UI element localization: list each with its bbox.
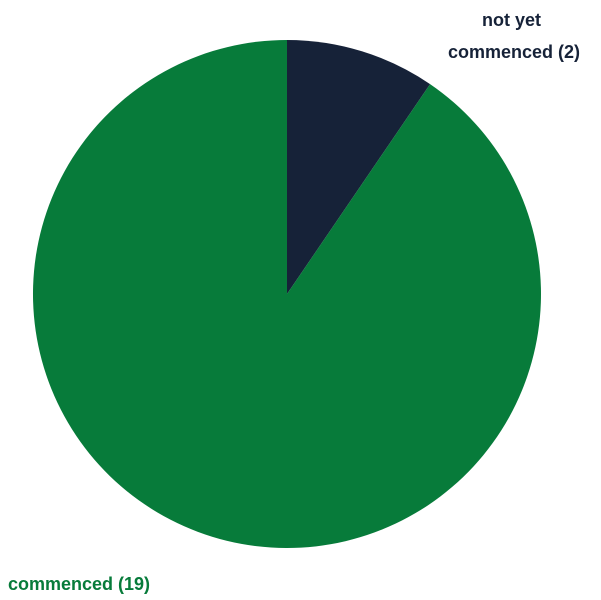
- pie-slices: [32, 40, 541, 548]
- slice-label-line-1: commenced (19): [8, 574, 150, 594]
- slice-label-line-2: commenced (2): [448, 42, 580, 62]
- slice-label-commenced: commenced (19): [8, 574, 150, 594]
- pie-slice-commenced: [32, 40, 541, 548]
- slice-label-not-yet-commenced: not yet commenced (2): [448, 10, 580, 62]
- slice-label-line-1: not yet: [482, 10, 541, 30]
- pie-slice-not-yet-commenced: [287, 40, 431, 294]
